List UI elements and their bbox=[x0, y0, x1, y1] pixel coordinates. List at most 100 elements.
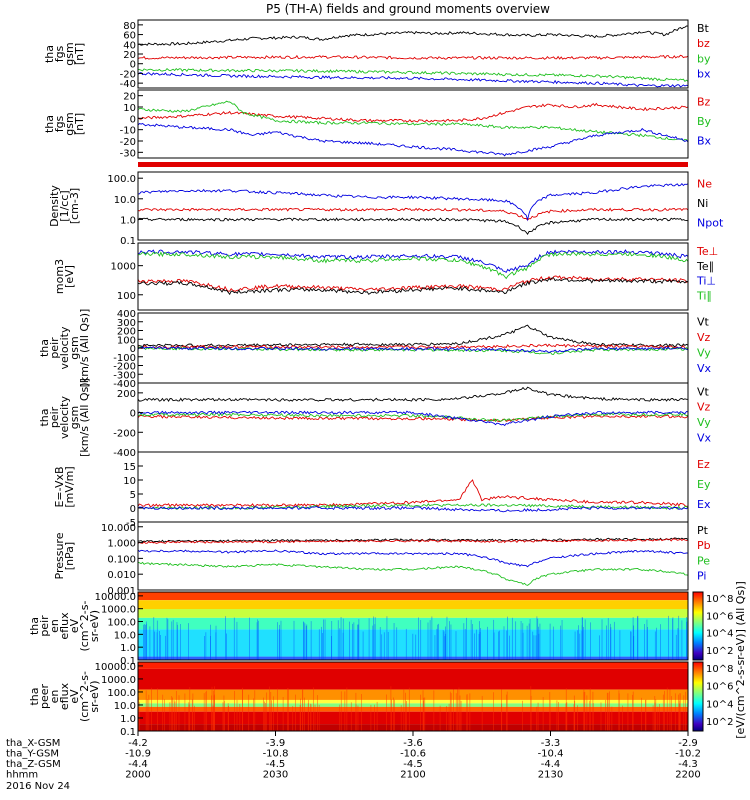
series-line-bx bbox=[137, 72, 689, 88]
legend-entry: bz bbox=[697, 37, 710, 50]
legend-entry: Ex bbox=[697, 498, 711, 511]
y-tick-label: 0 bbox=[130, 114, 136, 125]
y-tick-label: -200 bbox=[113, 428, 136, 439]
y-tick-label: 1.0 bbox=[120, 714, 136, 725]
legend-entry: by bbox=[697, 52, 711, 65]
series-line-Pi bbox=[137, 549, 689, 568]
y-tick-label: 1000 bbox=[111, 262, 136, 273]
y-axis-label: sr-eV) bbox=[88, 610, 101, 642]
x-tick-label: 2100 bbox=[400, 770, 425, 781]
x-tick-label: -10.6 bbox=[400, 749, 426, 760]
x-tick-label: -4.4 bbox=[128, 759, 148, 770]
spectrogram-band bbox=[138, 724, 688, 731]
colorbar-tick-label: 10^2 bbox=[706, 717, 733, 728]
x-tick-label: -4.2 bbox=[128, 738, 148, 749]
y-axis-label: Density bbox=[48, 185, 61, 227]
y-tick-label: 0 bbox=[130, 60, 136, 71]
legend-entry: Pe bbox=[697, 554, 710, 567]
x-tick-label: -10.2 bbox=[675, 749, 701, 760]
series-line-Vy bbox=[137, 412, 689, 423]
series-line-Pe bbox=[137, 561, 689, 586]
legend-entry: Vx bbox=[697, 431, 712, 444]
y-axis-label: eV bbox=[68, 618, 81, 633]
spectrogram-band bbox=[138, 617, 688, 630]
x-tick-label: -3.9 bbox=[266, 738, 286, 749]
y-tick-label: 60 bbox=[123, 31, 136, 42]
y-tick-label: 100 bbox=[117, 291, 136, 302]
series-line-Pb bbox=[137, 538, 689, 544]
y-tick-label: -100 bbox=[113, 353, 136, 364]
series-line-Vt bbox=[137, 324, 689, 348]
y-tick-label: 1.0 bbox=[120, 215, 136, 226]
legend-entry: Vt bbox=[697, 315, 710, 328]
y-axis-label: mom3 bbox=[53, 259, 66, 294]
panel-efield: 15 10 5 0 -5 E=-VxB[mV/m] Ez Ey Ex bbox=[53, 451, 711, 529]
y-tick-label: -30 bbox=[120, 148, 136, 159]
y-tick-label: 10000.0 bbox=[95, 662, 136, 673]
series-line-Vz bbox=[137, 343, 689, 349]
y-axis-label: peir bbox=[38, 615, 51, 637]
colorbar-tick-label: 10^6 bbox=[706, 611, 733, 622]
y-tick-label: 0 bbox=[130, 344, 136, 355]
x-tick-label: 2130 bbox=[538, 770, 563, 781]
y-tick-label: 0.1 bbox=[120, 656, 136, 667]
y-axis-label: tha bbox=[43, 115, 56, 133]
y-axis-label: Pressure bbox=[53, 532, 66, 579]
series-line-by bbox=[137, 67, 689, 83]
legend-entry: By bbox=[697, 115, 712, 128]
series-line-Bx bbox=[137, 122, 689, 157]
series-line-Ex bbox=[137, 505, 689, 513]
y-axis-label: gsm bbox=[63, 42, 76, 65]
series-line-Ti⊥ bbox=[137, 249, 689, 274]
y-tick-label: 100.0 bbox=[107, 688, 136, 699]
legend-entry: Vz bbox=[697, 401, 711, 414]
y-axis-label: [1/cc] bbox=[58, 190, 71, 221]
y-tick-label: -10 bbox=[120, 126, 136, 137]
x-axis-row-name: tha_X-GSM bbox=[6, 738, 60, 749]
legend-entry: Npot bbox=[697, 216, 724, 229]
y-tick-label: -400 bbox=[113, 379, 136, 390]
spectrogram-band bbox=[138, 703, 688, 707]
series-line-By bbox=[137, 100, 689, 143]
panel-frame bbox=[137, 591, 689, 661]
x-tick-label: -10.8 bbox=[263, 749, 289, 760]
y-axis-label: [mV/m] bbox=[63, 466, 76, 507]
x-tick-label: -10.4 bbox=[538, 749, 564, 760]
panel-frame bbox=[137, 521, 689, 591]
legend-entry: Ti⊥ bbox=[696, 275, 716, 288]
y-axis-label: eflux bbox=[58, 612, 71, 640]
panel-pressure: 10.000 1.000 0.100 0.010 0.001 Pressure[nPa] P… bbox=[53, 521, 711, 597]
panel-peer-eflux: 10000.0 1000.0 100.0 10.0 1.0 0.1 thapeerenefl… bbox=[28, 661, 689, 738]
spectrogram-band bbox=[138, 699, 688, 704]
spectrogram-band bbox=[138, 711, 688, 725]
chart-title: P5 (TH-A) fields and ground moments over… bbox=[266, 2, 550, 16]
colorbar-tick-label: 10^4 bbox=[706, 629, 733, 640]
y-tick-label: 15 bbox=[123, 462, 136, 473]
colorbar: 10^8 10^6 10^4 10^2 10^8 10^6 10^4 10^2 [eV/(cm^… bbox=[692, 581, 747, 739]
legend-entry: Bt bbox=[697, 22, 710, 35]
y-axis-label: tha bbox=[28, 687, 41, 705]
panel-temperature: 1000 100 mom3[eV] Te⊥ Te∥ Ti⊥ Ti∥ bbox=[53, 242, 718, 311]
y-tick-label: 0 bbox=[130, 409, 136, 420]
legend-entry: Pi bbox=[697, 569, 706, 582]
panel-frame bbox=[137, 89, 689, 159]
legend-entry: Ni bbox=[697, 197, 708, 210]
colorbar-tick-label: 10^4 bbox=[706, 699, 733, 710]
series-line-Vx bbox=[137, 410, 689, 427]
y-axis-label: sr-eV) bbox=[88, 680, 101, 712]
y-axis-label: eflux bbox=[58, 682, 71, 710]
y-axis-label: gsm bbox=[63, 112, 76, 135]
y-axis-label: en bbox=[48, 690, 61, 704]
y-tick-label: 1.000 bbox=[107, 539, 136, 550]
series-line-Ez bbox=[137, 479, 689, 508]
series-line-bz bbox=[137, 54, 689, 60]
series-line-Vz bbox=[137, 414, 689, 422]
panel-frame bbox=[137, 451, 689, 523]
y-tick-label: 20 bbox=[123, 92, 136, 103]
y-axis-label: tha bbox=[38, 408, 51, 426]
spectrogram-band bbox=[138, 600, 688, 609]
colorbar-tick-label: 10^2 bbox=[706, 646, 733, 657]
x-tick-label: -4.5 bbox=[266, 759, 286, 770]
